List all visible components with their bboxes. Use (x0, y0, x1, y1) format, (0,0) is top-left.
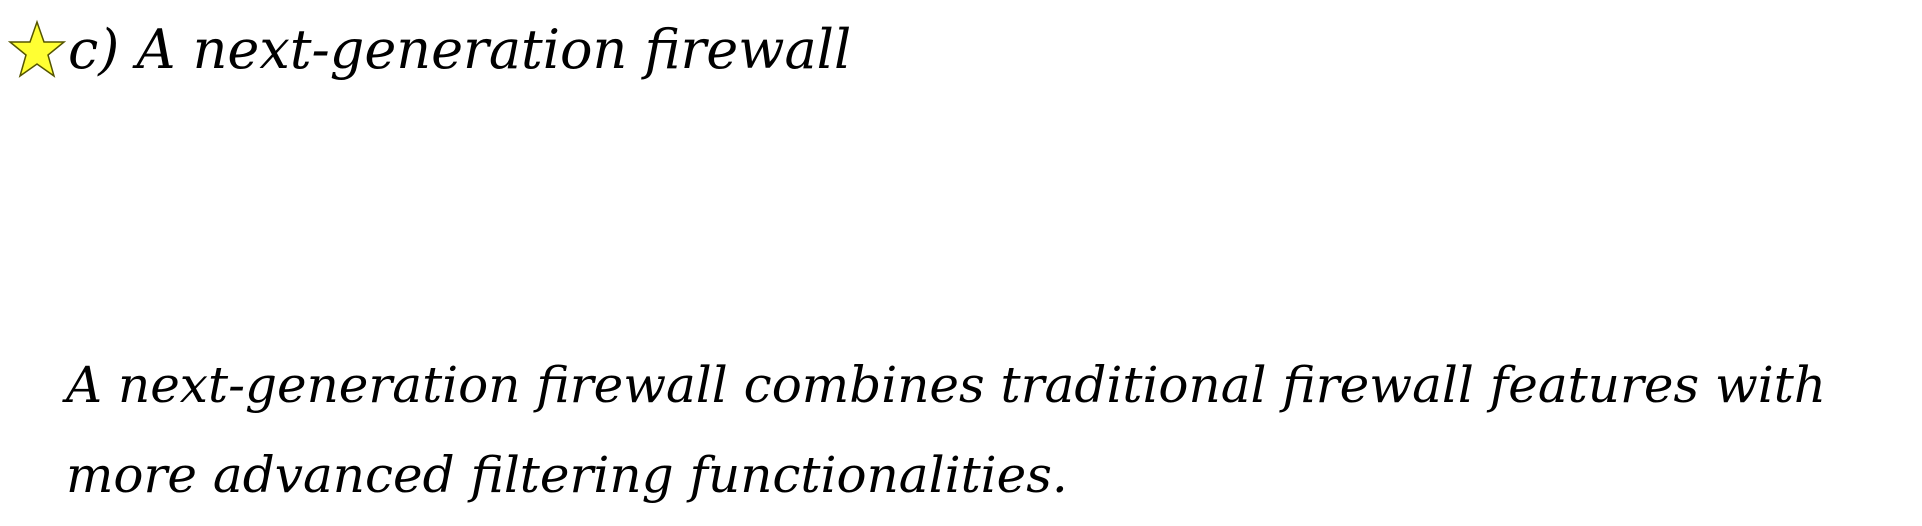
paragraph-line: more advanced filtering functionalities. (66, 446, 1068, 504)
paragraph-line: A next-generation firewall combines trad… (66, 356, 1827, 414)
star-icon (7, 19, 67, 81)
page-title: c) A next-generation firewall (68, 18, 852, 81)
slide-header: c) A next-generation firewall (7, 10, 852, 90)
body-paragraph: A next-generation firewall combines trad… (66, 340, 1916, 520)
